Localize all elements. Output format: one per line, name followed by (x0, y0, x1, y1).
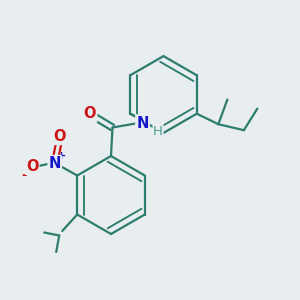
Text: N: N (136, 116, 149, 130)
Text: +: + (57, 151, 66, 161)
Text: N: N (49, 156, 61, 171)
Text: O: O (53, 129, 65, 144)
Text: O: O (84, 106, 96, 122)
Text: H: H (153, 125, 163, 138)
Text: -: - (21, 168, 27, 182)
Text: O: O (26, 159, 38, 174)
